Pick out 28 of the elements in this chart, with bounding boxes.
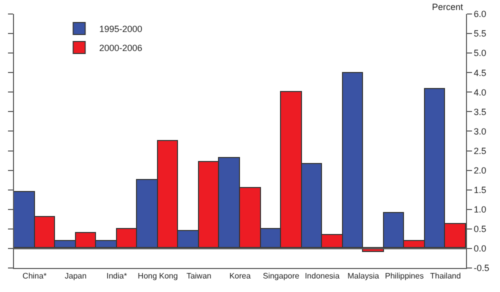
y-tick-label: 3.5 bbox=[474, 106, 486, 117]
x-tick-label: Singapore bbox=[262, 272, 300, 281]
y-tick-label: 2.5 bbox=[474, 146, 486, 156]
x-tick-label: Japan bbox=[64, 272, 87, 281]
x-tick-label: China* bbox=[22, 272, 47, 281]
y-tick-label: 6.0 bbox=[474, 9, 486, 20]
y-tick-label: 2.0 bbox=[474, 165, 486, 176]
y-tick-label: 5.0 bbox=[474, 48, 486, 58]
y-tick-label: 3.0 bbox=[474, 126, 486, 136]
y-tick-label: 1.5 bbox=[474, 185, 486, 195]
y-axis-title: Percent bbox=[432, 2, 464, 12]
y-tick-label: 5.5 bbox=[474, 28, 486, 39]
y-tick-label: 0.5 bbox=[474, 224, 486, 234]
legend-label: 1995-2000 bbox=[99, 24, 142, 34]
x-tick-label: Taiwan bbox=[186, 272, 212, 281]
y-tick-label: 1.0 bbox=[474, 204, 486, 215]
y-tick-label: 4.0 bbox=[474, 87, 486, 98]
legend-label: 2000-2006 bbox=[99, 43, 142, 54]
x-tick-label: India* bbox=[106, 272, 127, 281]
x-tick-label: Thailand bbox=[430, 272, 461, 281]
x-tick-label: Malaysia bbox=[347, 272, 380, 281]
y-tick-label: 0.0 bbox=[474, 244, 486, 254]
x-tick-label: Indonesia bbox=[304, 272, 340, 281]
y-tick-label: 4.5 bbox=[474, 68, 486, 78]
x-tick-label: Philippines bbox=[385, 272, 424, 281]
x-tick-label: Hong Kong bbox=[138, 272, 178, 281]
x-tick-label: Korea bbox=[229, 272, 252, 281]
y-tick-label: -0.5 bbox=[474, 263, 490, 274]
